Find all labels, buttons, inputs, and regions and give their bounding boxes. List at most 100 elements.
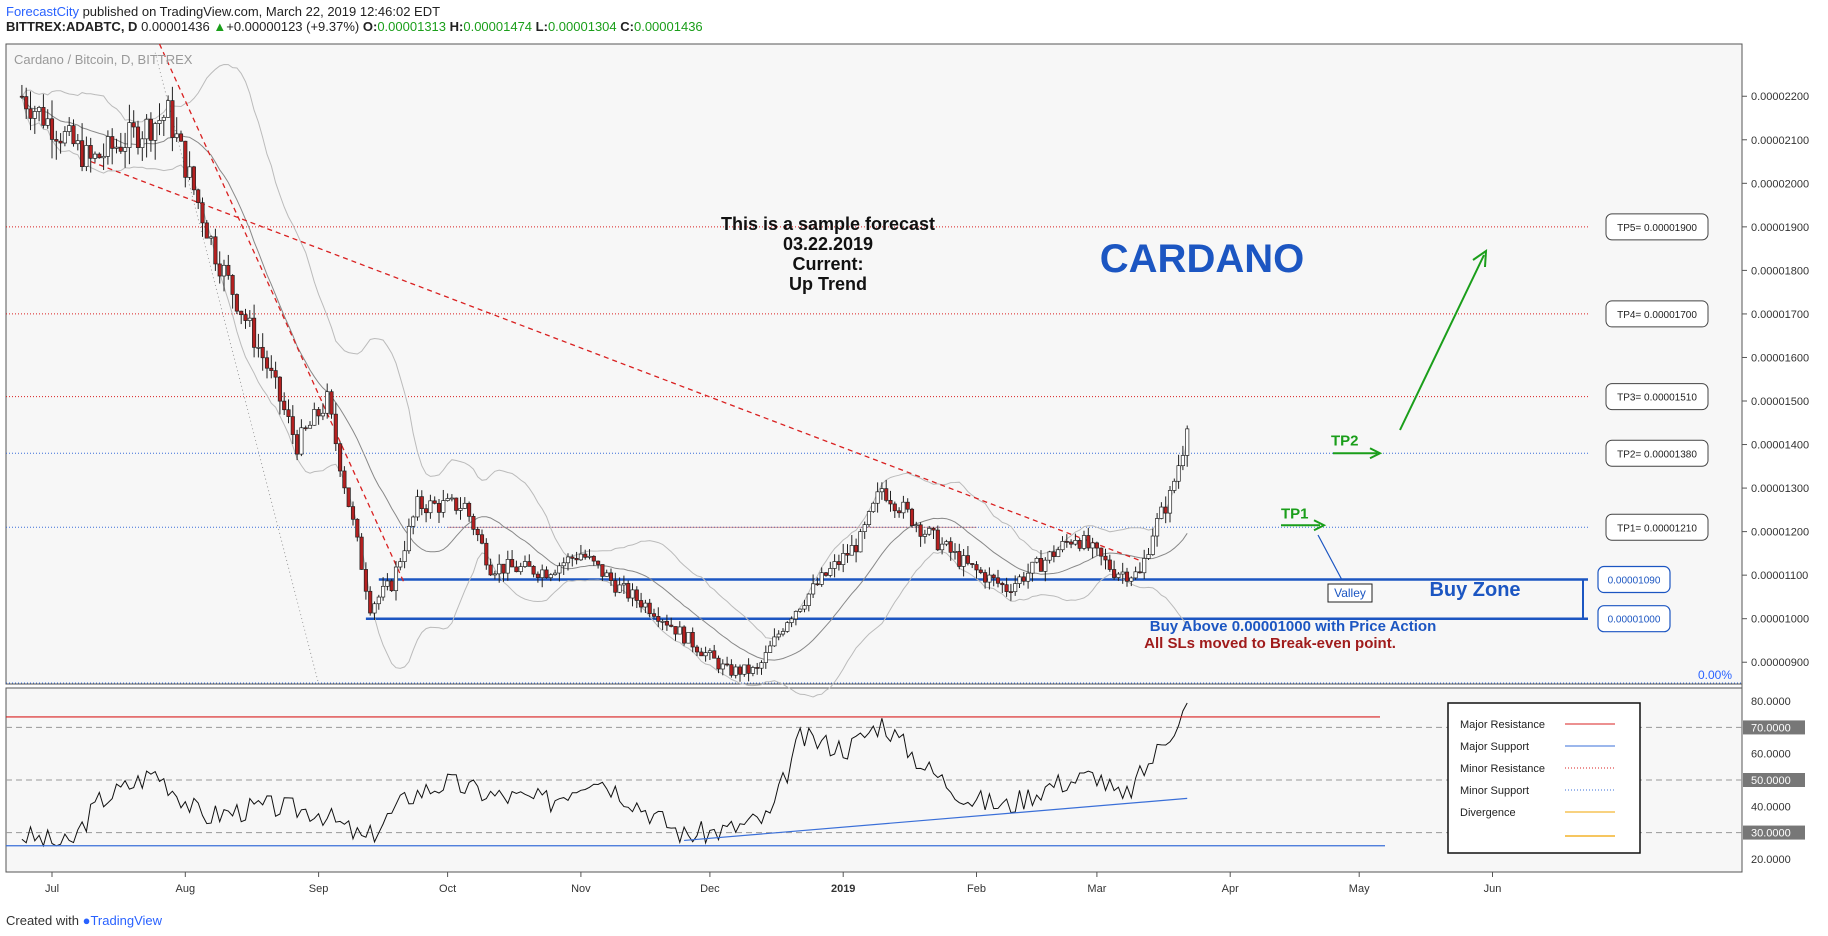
candle-body[interactable] xyxy=(37,107,42,112)
candle-body[interactable] xyxy=(1030,561,1035,574)
candle-body[interactable] xyxy=(780,631,786,635)
candle-body[interactable] xyxy=(682,626,687,644)
candle-body[interactable] xyxy=(587,555,592,558)
candle-body[interactable] xyxy=(62,131,67,144)
candle-body[interactable] xyxy=(776,633,781,638)
candle-body[interactable] xyxy=(858,531,863,553)
candle-body[interactable] xyxy=(604,572,609,577)
candle-body[interactable] xyxy=(325,391,330,414)
candle-body[interactable] xyxy=(368,590,373,614)
candle-body[interactable] xyxy=(656,616,661,622)
candle-body[interactable] xyxy=(1038,557,1044,572)
tp-level-box[interactable] xyxy=(1605,213,1709,241)
candle-body[interactable] xyxy=(1094,542,1099,549)
candle-body[interactable] xyxy=(226,264,231,276)
candle-body[interactable] xyxy=(118,146,123,152)
candle-body[interactable] xyxy=(621,583,626,586)
candle-body[interactable] xyxy=(1176,465,1181,482)
candle-body[interactable] xyxy=(1112,569,1117,578)
candle-body[interactable] xyxy=(957,551,962,567)
candle-body[interactable] xyxy=(428,500,433,514)
candle-body[interactable] xyxy=(97,153,102,159)
candle-body[interactable] xyxy=(737,666,743,675)
candle-body[interactable] xyxy=(1086,535,1091,549)
candle-body[interactable] xyxy=(1146,554,1151,559)
candle-body[interactable] xyxy=(230,275,235,295)
candle-body[interactable] xyxy=(1099,547,1104,557)
candle-body[interactable] xyxy=(363,569,368,592)
candle-body[interactable] xyxy=(282,400,287,411)
candle-body[interactable] xyxy=(58,140,63,144)
candle-body[interactable] xyxy=(372,603,377,614)
candle-body[interactable] xyxy=(639,600,644,608)
candle-body[interactable] xyxy=(613,580,618,593)
candle-body[interactable] xyxy=(200,202,205,224)
candle-body[interactable] xyxy=(49,118,55,140)
candle-body[interactable] xyxy=(1004,584,1009,592)
candle-body[interactable] xyxy=(897,510,902,514)
candle-body[interactable] xyxy=(535,573,540,578)
candle-body[interactable] xyxy=(978,569,983,573)
candle-body[interactable] xyxy=(209,236,214,239)
candle-body[interactable] xyxy=(866,511,872,525)
candle-body[interactable] xyxy=(19,95,24,98)
candle-body[interactable] xyxy=(1172,480,1177,491)
candle-body[interactable] xyxy=(316,409,321,417)
candle-body[interactable] xyxy=(1142,558,1147,574)
candle-body[interactable] xyxy=(565,556,571,564)
candle-body[interactable] xyxy=(626,583,631,599)
candle-body[interactable] xyxy=(742,664,747,675)
candle-body[interactable] xyxy=(518,566,523,573)
candle-body[interactable] xyxy=(277,376,282,402)
candle-body[interactable] xyxy=(690,632,695,648)
candle-body[interactable] xyxy=(105,136,110,157)
candle-body[interactable] xyxy=(166,100,171,118)
candle-body[interactable] xyxy=(239,310,244,316)
price-pane[interactable] xyxy=(5,43,1743,685)
brand-link[interactable]: ForecastCity xyxy=(6,4,79,19)
candle-body[interactable] xyxy=(144,118,149,140)
candle-body[interactable] xyxy=(1073,540,1078,545)
buy-zone-level-box[interactable] xyxy=(1597,565,1671,594)
candle-body[interactable] xyxy=(424,508,429,514)
candle-body[interactable] xyxy=(948,541,953,553)
candle-body[interactable] xyxy=(1159,506,1164,519)
candle-body[interactable] xyxy=(299,427,304,455)
candle-body[interactable] xyxy=(1077,540,1082,549)
candle-body[interactable] xyxy=(1069,541,1074,545)
candle-body[interactable] xyxy=(462,502,467,509)
candle-body[interactable] xyxy=(471,516,476,530)
candle-body[interactable] xyxy=(1051,551,1056,557)
candle-body[interactable] xyxy=(557,565,562,574)
candle-body[interactable] xyxy=(540,569,545,578)
candle-body[interactable] xyxy=(178,133,184,142)
candle-body[interactable] xyxy=(217,263,222,277)
candle-body[interactable] xyxy=(497,563,502,575)
candle-body[interactable] xyxy=(247,317,252,321)
candle-body[interactable] xyxy=(312,409,317,426)
candle-body[interactable] xyxy=(940,543,945,551)
candle-body[interactable] xyxy=(768,645,773,653)
candle-body[interactable] xyxy=(836,561,841,565)
candle-body[interactable] xyxy=(1116,573,1121,578)
candle-body[interactable] xyxy=(918,524,923,537)
candle-body[interactable] xyxy=(286,409,291,417)
tradingview-link[interactable]: TradingView xyxy=(90,913,163,928)
candle-body[interactable] xyxy=(798,608,803,612)
candle-body[interactable] xyxy=(488,564,493,576)
candle-body[interactable] xyxy=(484,542,489,566)
candle-body[interactable] xyxy=(733,666,738,676)
candle-body[interactable] xyxy=(264,357,270,369)
tp-level-box[interactable] xyxy=(1605,513,1709,541)
candle-body[interactable] xyxy=(677,626,682,635)
candle-body[interactable] xyxy=(991,574,996,579)
candle-body[interactable] xyxy=(148,118,153,141)
candle-body[interactable] xyxy=(170,100,175,138)
tp-level-box[interactable] xyxy=(1605,383,1709,411)
candle-body[interactable] xyxy=(703,652,708,657)
candle-body[interactable] xyxy=(802,605,807,610)
candle-body[interactable] xyxy=(204,222,209,239)
candle-body[interactable] xyxy=(187,166,192,178)
candle-body[interactable] xyxy=(608,572,614,581)
